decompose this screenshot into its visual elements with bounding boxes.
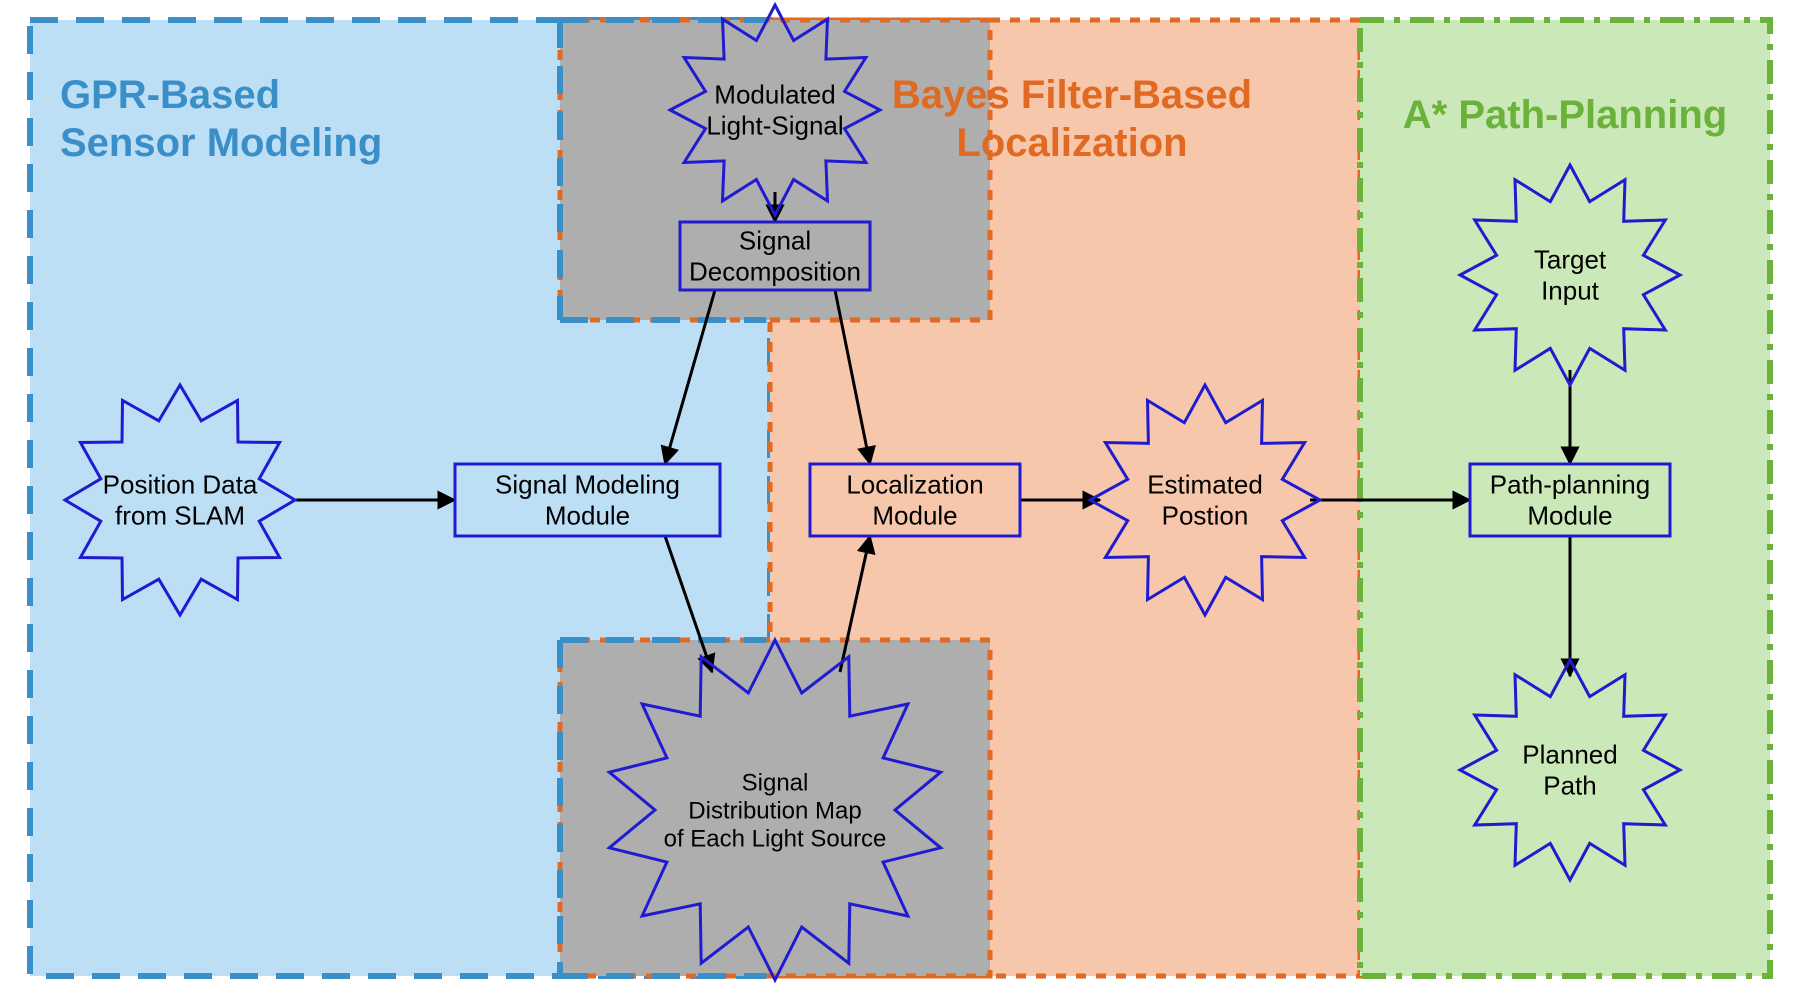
region-title-text: GPR-Based	[60, 73, 280, 117]
node-label: Position Datafrom SLAM	[103, 470, 258, 531]
region-title-text: Sensor Modeling	[60, 121, 382, 165]
region-title-astar: A* Path-Planning	[1403, 93, 1727, 137]
region-title-text: Localization	[956, 121, 1187, 165]
region-title-text: A* Path-Planning	[1403, 93, 1727, 137]
node-label: EstimatedPostion	[1147, 470, 1263, 531]
diagram-canvas: GPR-BasedSensor Modeling Bayes Filter-Bas…	[0, 0, 1798, 994]
region-title-text: Bayes Filter-Based	[892, 73, 1252, 117]
node-label: TargetInput	[1534, 245, 1607, 306]
node-label: ModulatedLight-Signal	[706, 80, 843, 141]
